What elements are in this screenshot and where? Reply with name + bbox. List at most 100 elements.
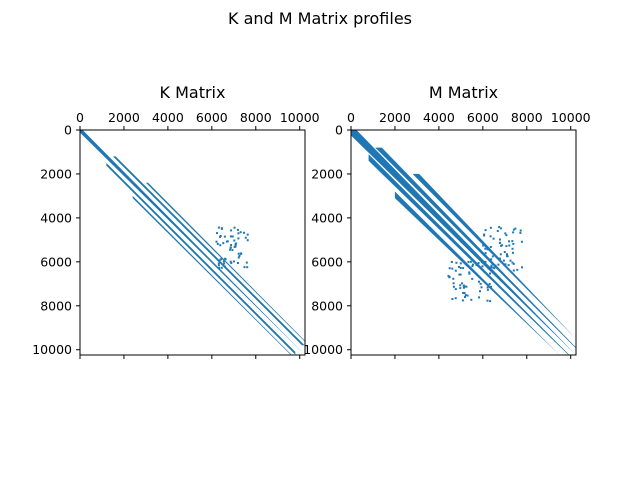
nonzero-entry bbox=[490, 258, 493, 261]
nonzero-entry bbox=[507, 264, 510, 267]
nonzero-entry bbox=[504, 232, 507, 235]
nonzero-entry bbox=[454, 269, 457, 272]
y-tick-label: 10000 bbox=[32, 342, 72, 357]
nonzero-band bbox=[145, 182, 305, 341]
nonzero-entry bbox=[452, 285, 455, 288]
nonzero-entry bbox=[502, 259, 505, 262]
nonzero-entry bbox=[454, 297, 457, 300]
nonzero-entry bbox=[463, 292, 466, 295]
nonzero-entry bbox=[508, 240, 510, 243]
nonzero-entry bbox=[489, 272, 491, 275]
nonzero-entry bbox=[230, 262, 233, 265]
nonzero-entry bbox=[229, 260, 232, 263]
nonzero-entry bbox=[508, 244, 511, 247]
nonzero-entry bbox=[465, 285, 468, 288]
nonzero-entry bbox=[484, 247, 487, 250]
nonzero-entry bbox=[234, 245, 237, 248]
nonzero-entry bbox=[471, 263, 474, 266]
nonzero-entry bbox=[462, 286, 465, 289]
nonzero-entry bbox=[464, 294, 467, 297]
axes-frame bbox=[79, 129, 306, 356]
nonzero-entry bbox=[499, 227, 502, 230]
nonzero-entry bbox=[229, 248, 231, 251]
nonzero-entry bbox=[497, 263, 500, 266]
nonzero-entry bbox=[486, 248, 489, 251]
nonzero-entry bbox=[480, 286, 483, 289]
nonzero-entry bbox=[462, 284, 465, 287]
nonzero-entry bbox=[447, 274, 450, 277]
nonzero-entry bbox=[466, 294, 469, 297]
nonzero-entry bbox=[482, 244, 485, 247]
x-tick-label: 10000 bbox=[551, 110, 591, 125]
nonzero-entry bbox=[217, 264, 220, 267]
nonzero-entry bbox=[469, 260, 472, 263]
y-tick-label: 0 bbox=[64, 123, 72, 138]
nonzero-entry bbox=[478, 296, 480, 299]
nonzero-entry bbox=[493, 267, 496, 270]
nonzero-entry bbox=[239, 252, 242, 255]
nonzero-entry bbox=[499, 253, 502, 256]
x-tick-label: 2000 bbox=[379, 110, 411, 125]
nonzero-entry bbox=[492, 266, 495, 269]
nonzero-entry bbox=[498, 241, 501, 244]
x-tick-label: 0 bbox=[347, 110, 355, 125]
nonzero-entry bbox=[231, 249, 234, 252]
y-tick-label: 10000 bbox=[303, 342, 343, 357]
nonzero-entry bbox=[519, 229, 522, 232]
axes-frame bbox=[350, 129, 577, 356]
nonzero-band bbox=[113, 156, 305, 346]
nonzero-entry bbox=[451, 267, 454, 270]
nonzero-entry bbox=[217, 262, 220, 265]
nonzero-entry bbox=[484, 255, 487, 258]
nonzero-entry bbox=[233, 226, 236, 229]
nonzero-entry bbox=[490, 264, 493, 267]
nonzero-entry bbox=[500, 244, 502, 247]
nonzero-entry bbox=[505, 254, 508, 257]
nonzero-band bbox=[412, 173, 576, 339]
nonzero-entry bbox=[246, 233, 249, 236]
nonzero-entry bbox=[461, 299, 464, 302]
nonzero-entry bbox=[467, 260, 470, 263]
nonzero-entry bbox=[448, 267, 451, 270]
nonzero-entry bbox=[489, 246, 492, 248]
nonzero-entry bbox=[520, 240, 523, 243]
nonzero-entry bbox=[246, 239, 249, 242]
nonzero-band bbox=[394, 191, 560, 355]
nonzero-entry bbox=[512, 228, 515, 231]
nonzero-entry bbox=[521, 266, 523, 269]
nonzero-entry bbox=[219, 244, 222, 247]
nonzero-entry bbox=[512, 231, 515, 234]
y-tick-label: 2000 bbox=[311, 166, 343, 181]
nonzero-entry bbox=[459, 273, 462, 276]
nonzero-entry bbox=[484, 252, 487, 255]
nonzero-entry bbox=[219, 235, 222, 237]
nonzero-entry bbox=[498, 257, 501, 260]
nonzero-entry bbox=[470, 298, 473, 301]
nonzero-entry bbox=[484, 229, 487, 232]
nonzero-entry bbox=[505, 245, 508, 248]
nonzero-entry bbox=[215, 240, 218, 243]
nonzero-entry bbox=[234, 244, 237, 247]
nonzero-entry bbox=[481, 261, 483, 264]
nonzero-entry bbox=[219, 258, 222, 261]
nonzero-entry bbox=[487, 267, 490, 270]
nonzero-entry bbox=[237, 256, 240, 259]
nonzero-entry bbox=[511, 247, 514, 250]
x-tick-label: 2000 bbox=[108, 110, 140, 125]
nonzero-entry bbox=[230, 229, 233, 232]
nonzero-entry bbox=[512, 251, 514, 254]
nonzero-entry bbox=[223, 235, 226, 238]
nonzero-entry bbox=[237, 262, 239, 264]
sparsity-plot bbox=[351, 130, 576, 355]
nonzero-entry bbox=[496, 230, 499, 232]
nonzero-entry bbox=[450, 261, 453, 263]
nonzero-entry bbox=[454, 288, 457, 291]
nonzero-entry bbox=[237, 237, 240, 240]
nonzero-entry bbox=[451, 298, 454, 300]
nonzero-entry bbox=[222, 242, 225, 245]
nonzero-entry bbox=[464, 285, 466, 288]
nonzero-entry bbox=[220, 227, 223, 230]
nonzero-band bbox=[106, 163, 296, 355]
nonzero-entry bbox=[468, 271, 471, 274]
y-tick-label: 0 bbox=[335, 123, 343, 138]
